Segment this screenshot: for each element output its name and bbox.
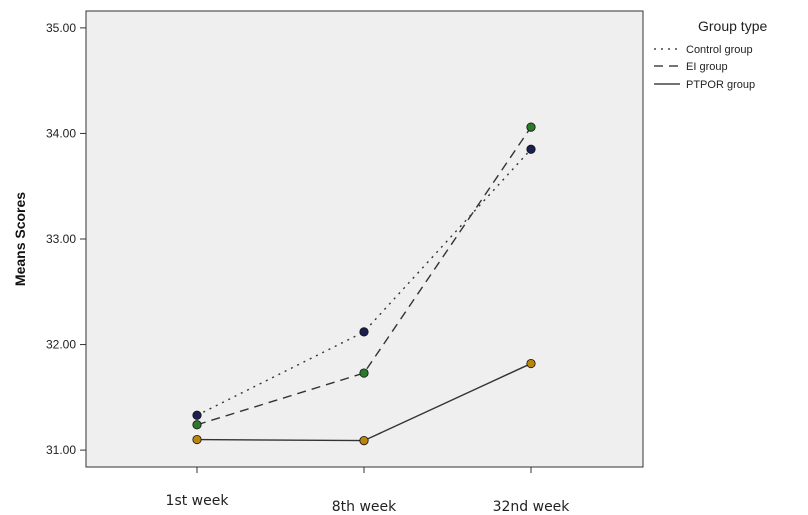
y-tick-label: 31.00 — [46, 443, 76, 457]
y-axis-title: Means Scores — [12, 192, 28, 286]
data-point — [359, 368, 369, 378]
data-point — [192, 410, 202, 420]
data-point — [192, 420, 202, 430]
data-point — [359, 327, 369, 337]
y-tick-label: 32.00 — [46, 338, 76, 352]
x-tick-label: 32nd week — [493, 499, 571, 515]
x-tick-label: 1st week — [166, 493, 230, 509]
series-markers — [192, 122, 536, 446]
y-tick-label: 35.00 — [46, 21, 76, 35]
data-point — [526, 122, 536, 132]
data-point — [359, 436, 369, 446]
y-tick-label: 33.00 — [46, 232, 76, 246]
legend-label: Control group — [686, 44, 753, 56]
y-axis: 31.00 32.00 33.00 34.00 35.00 — [46, 21, 86, 457]
data-point — [192, 434, 202, 445]
data-point — [526, 144, 536, 154]
x-axis: 1st week 8th week 32nd week — [166, 467, 571, 515]
legend-title: Group type — [698, 18, 767, 34]
legend-label: EI group — [686, 61, 728, 73]
series-line — [196, 148, 532, 416]
x-tick-label: 8th week — [332, 499, 397, 515]
legend-label: PTPOR group — [686, 79, 755, 91]
plot-area — [85, 10, 644, 468]
data-point — [526, 358, 536, 369]
legend: Group type Control group EI group PTPOR gr… — [654, 18, 767, 91]
y-tick-label: 34.00 — [46, 126, 76, 140]
